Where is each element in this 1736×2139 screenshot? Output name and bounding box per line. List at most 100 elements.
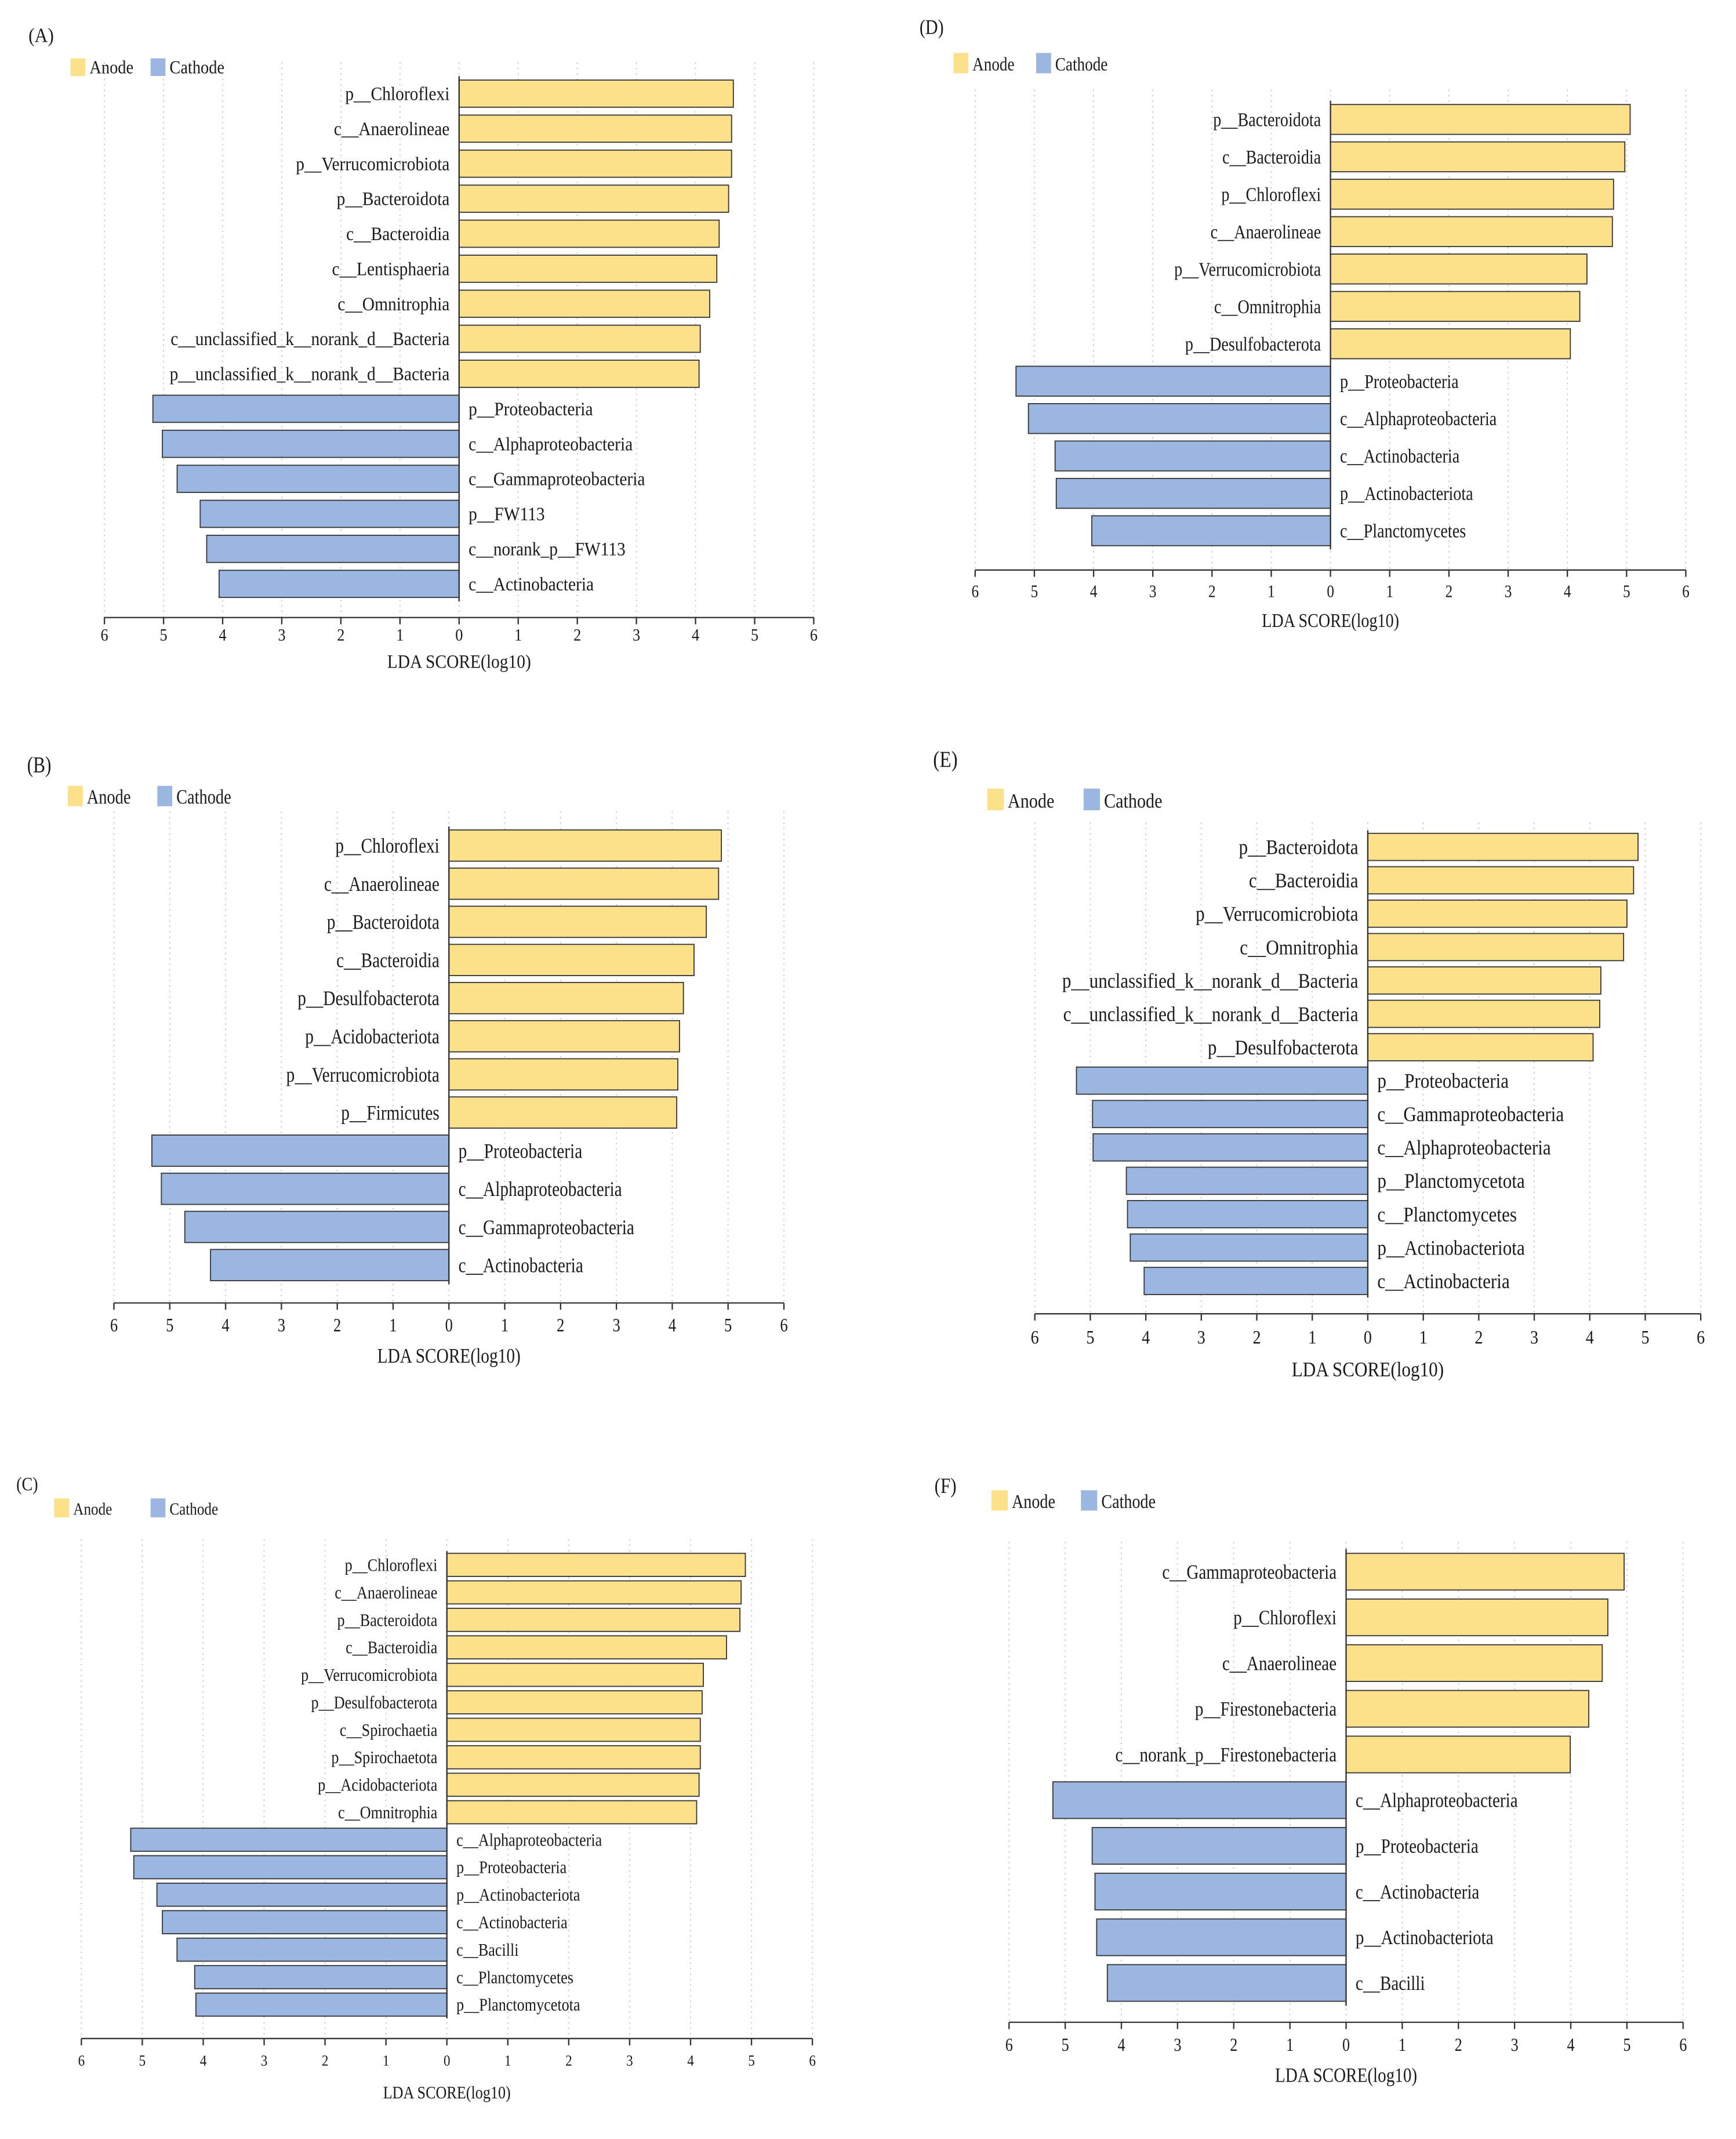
legend-swatch-anode [991,1490,1008,1511]
bar-cathode-c-actinobacteria [1054,440,1331,472]
bar-cathode-p-planctomycetota [195,1992,448,2017]
bar-anode-c-omnitrophia [458,289,710,318]
bar-anode-p-firestonebacteria [1345,1690,1589,1728]
bar-cathode-c-norank-p-fw113 [206,534,460,563]
bar-label: c__Alphaproteobacteria [459,1178,622,1201]
x-tick-label: 6 [971,582,979,602]
panel-b: (B) Anode Cathode p__Chloroflexi c__Anaeroli… [27,752,788,1368]
x-tick-label: 4 [1117,2035,1125,2055]
bar-anode-c-bacteroidia [446,1635,727,1660]
x-tick-label: 4 [1586,1327,1594,1348]
bar-label: c__Anaerolineae [1222,1652,1336,1674]
bar-cathode-c-alphaproteobacteria [1027,403,1331,434]
bar-label: p__FW113 [468,503,545,525]
bar-label: c__Planctomycetes [1340,520,1466,542]
bar-label: p__Bacteroidota [1239,836,1359,859]
x-tick-label: 1 [396,626,404,645]
bar-label: p__unclassified_k__norank_d__Bacteria [170,363,450,385]
bar-cathode-c-planctomycetes [1091,515,1331,546]
bar-anode-c-bacteroidia [448,944,695,977]
panel-label: (F) [935,1474,957,1498]
x-tick-label: 2 [322,2053,329,2069]
bar-anode-p-bacteroidota [448,905,707,938]
bar-cathode-p-actinobacteriota [1130,1233,1368,1262]
bar-anode-p-acidobacteriota [446,1772,700,1797]
bar-cathode-p-proteobacteria [151,1134,450,1167]
x-axis-title: LDA SCORE(log10) [1292,1358,1444,1382]
bar-anode-c-spirochaetia [446,1717,701,1742]
bar-label: c__Bacteroidia [336,949,440,973]
bar-cathode-p-proteobacteria [152,394,460,423]
bar-label: p__Planctomycetota [456,1996,580,2015]
legend-label-anode: Anode [1008,790,1054,813]
bar-anode-p-desulfobacterota [1367,1033,1594,1061]
x-tick-label: 5 [1086,1327,1094,1348]
bar-anode-c-bacteroidia [458,219,720,248]
x-tick-label: 2 [333,1315,341,1336]
x-tick-label: 1 [1419,1327,1428,1348]
bar-label: c__norank_p__Firestonebacteria [1115,1743,1336,1765]
panel-c: (C) Anode Cathode p__Chloroflexi c__Anaeroli… [16,1473,816,2102]
bar-anode-p-bacteroidota [1367,832,1639,861]
bar-cathode-c-alphaproteobacteria [1052,1781,1347,1819]
bar-cathode-p-planctomycetota [1125,1166,1368,1195]
panel-a: (A) Anode Cathode p__Chloroflexi c__Anaeroli… [28,24,818,672]
bar-label: c__Anaerolineae [334,118,450,140]
x-tick-label: 4 [687,2053,694,2069]
bar-cathode-c-actinobacteria [1143,1267,1368,1295]
bar-anode-p-acidobacteriota [448,1020,680,1053]
bar-label: c__unclassified_k__norank_d__Bacteria [170,328,449,350]
bar-label: c__unclassified_k__norank_d__Bacteria [1063,1003,1359,1026]
bar-label: p__Desulfobacterota [297,987,440,1010]
bar-cathode-c-alphaproteobacteria [161,1172,450,1205]
x-tick-label: 2 [565,2053,572,2069]
x-tick-label: 3 [1174,2035,1181,2055]
bar-cathode-c-actinobacteria [1094,1872,1347,1910]
bar-label: p__Proteobacteria [1377,1070,1509,1093]
x-tick-label: 4 [219,626,226,645]
bar-label: c__Actinobacteria [468,573,594,594]
x-tick-label: 5 [1062,2035,1069,2055]
bar-label: c__Omnitrophia [1214,295,1321,317]
x-tick-label: 5 [1623,2035,1630,2055]
bar-label: c__Bacteroidia [346,1638,438,1658]
bar-anode-c-bacteroidia [1330,141,1626,173]
x-tick-label: 1 [504,2053,511,2069]
bar-cathode-c-gammaproteobacteria [1092,1100,1368,1129]
panel-label: (B) [27,752,52,777]
bar-label: p__Proteobacteria [468,398,593,420]
bar-label: c__Alphaproteobacteria [1356,1789,1518,1811]
bar-cathode-c-bacilli [1106,1964,1347,2002]
panel-label: (D) [920,16,944,39]
bar-label: c__Actinobacteria [459,1255,584,1278]
bar-cathode-c-planctomycetes [1127,1200,1368,1228]
x-tick-label: 1 [1268,582,1275,602]
bar-anode-p-desulfobacterota [1330,328,1571,360]
bar-label: p__Proteobacteria [1356,1835,1479,1857]
bar-label: c__Gammaproteobacteria [459,1216,635,1239]
bar-label: p__Chloroflexi [345,1556,438,1575]
x-tick-label: 2 [573,626,581,645]
bar-anode-p-bacteroidota [1330,104,1631,135]
bar-label: c__Planctomycetes [1377,1203,1517,1227]
bar-anode-p-firmicutes [448,1096,678,1129]
bar-anode-p-verrucomicrobiota [446,1662,704,1687]
bar-anode-c-anaerolineae [1345,1644,1603,1682]
x-tick-label: 5 [748,2053,755,2069]
x-tick-label: 3 [278,1315,285,1336]
bar-label: c__Gammaproteobacteria [468,468,645,490]
bar-anode-p-spirochaetota [446,1745,701,1770]
x-tick-label: 5 [1641,1327,1649,1348]
bar-label: p__Actinobacteriota [1377,1237,1524,1260]
x-tick-label: 2 [1230,2035,1237,2055]
bar-anode-c-unclassified-k-norank-d-bacteria [458,324,701,353]
legend-swatch-anode [54,1498,70,1518]
bar-label: c__Alphaproteobacteria [456,1831,602,1850]
x-tick-label: 5 [1031,582,1038,602]
bar-anode-c-omnitrophia [1330,291,1581,322]
bar-label: p__Bacteroidota [337,1611,438,1630]
x-tick-label: 2 [1455,2035,1462,2055]
panel-label: (E) [933,747,957,772]
x-tick-label: 5 [724,1315,732,1336]
